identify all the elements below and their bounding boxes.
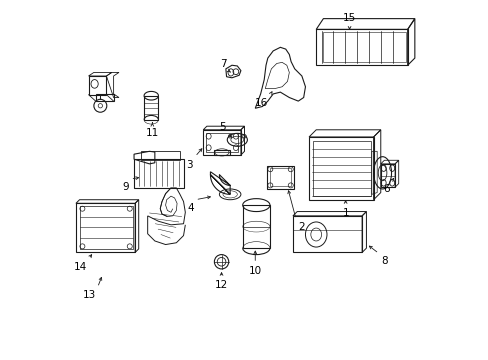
Text: 15: 15 <box>342 13 355 23</box>
Text: 13: 13 <box>82 291 96 301</box>
Text: 6: 6 <box>382 184 389 194</box>
Text: 14: 14 <box>73 262 86 272</box>
Text: 11: 11 <box>145 129 159 138</box>
Text: 4: 4 <box>186 203 193 213</box>
Text: 12: 12 <box>215 280 228 291</box>
Text: 9: 9 <box>122 182 128 192</box>
Text: 10: 10 <box>248 266 261 276</box>
Text: 5: 5 <box>219 122 225 132</box>
Text: 16: 16 <box>255 98 268 108</box>
Text: 1: 1 <box>342 208 348 218</box>
Text: 3: 3 <box>186 159 193 170</box>
Text: 7: 7 <box>220 59 226 69</box>
Text: 8: 8 <box>380 256 386 266</box>
Text: 2: 2 <box>297 222 304 232</box>
